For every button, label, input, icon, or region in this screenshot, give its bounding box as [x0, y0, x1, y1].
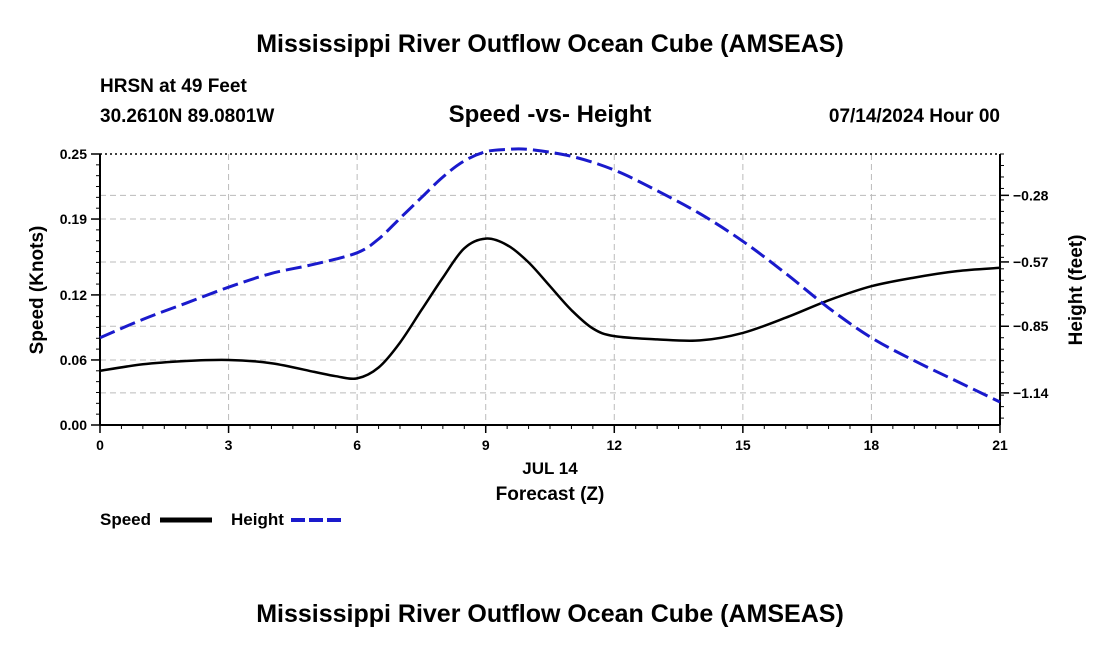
station-label: HRSN at 49 Feet — [100, 76, 247, 97]
x-axis-label: Forecast (Z) — [496, 484, 605, 505]
y-axis-right-label: Height (feet) — [1066, 235, 1087, 346]
x-tick-label: 21 — [992, 437, 1008, 453]
label-layer: JUL 14 Forecast (Z) Speed (Knots) Height… — [27, 226, 1087, 505]
y-left-tick-label: 0.00 — [60, 417, 87, 433]
x-axis-date-label: JUL 14 — [522, 459, 578, 478]
x-tick-label: 6 — [353, 437, 361, 453]
coordinates-label: 30.2610N 89.0801W — [100, 106, 275, 127]
x-tick-label: 12 — [606, 437, 622, 453]
x-tick-label: 15 — [735, 437, 751, 453]
y-right-tick-label: −1.14 — [1013, 385, 1049, 401]
height-series-line — [99, 147, 1001, 404]
y-left-tick-label: 0.12 — [60, 287, 87, 303]
x-tick-label: 0 — [96, 437, 104, 453]
speed-series-line — [99, 237, 1001, 381]
x-tick-label: 3 — [225, 437, 233, 453]
series-layer — [99, 147, 1001, 404]
grid-layer — [100, 154, 1000, 425]
axis-layer: 0 3 6 9 12 15 18 21 0.00 0.06 0.12 0.19 0.25 −0.28 −0.… — [60, 146, 1049, 453]
x-tick-label: 9 — [482, 437, 490, 453]
y-left-tick-label: 0.25 — [60, 146, 87, 162]
footer-title: Mississippi River Outflow Ocean Cube (AM… — [256, 600, 844, 628]
chart-subtitle: Speed -vs- Height — [448, 101, 652, 128]
legend: Speed Height — [100, 510, 343, 529]
y-left-tick-label: 0.06 — [60, 352, 87, 368]
legend-speed-label: Speed — [100, 510, 151, 529]
y-right-tick-label: −0.85 — [1013, 318, 1049, 334]
y-right-tick-label: −0.28 — [1013, 187, 1049, 203]
y-left-tick-label: 0.19 — [60, 211, 87, 227]
datetime-label: 07/14/2024 Hour 00 — [828, 106, 1000, 127]
x-tick-label: 18 — [864, 437, 880, 453]
chart-title: Mississippi River Outflow Ocean Cube (AM… — [256, 30, 844, 58]
y-right-tick-label: −0.57 — [1013, 254, 1049, 270]
y-axis-left-label: Speed (Knots) — [27, 226, 48, 355]
legend-height-label: Height — [231, 510, 284, 529]
